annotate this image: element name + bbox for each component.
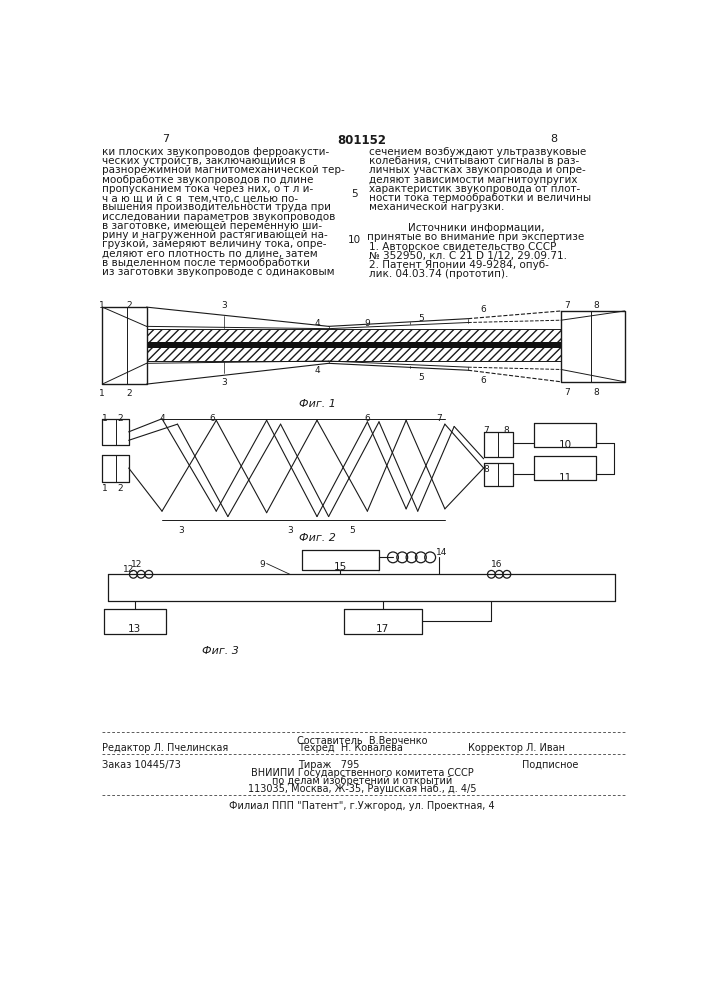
Bar: [146, 342, 561, 348]
Text: 9: 9: [259, 560, 264, 569]
Text: Составитель  В.Верченко: Составитель В.Верченко: [297, 736, 427, 746]
Text: сечением возбуждают ультразвуковые: сечением возбуждают ультразвуковые: [369, 147, 586, 157]
Text: 7: 7: [564, 301, 571, 310]
Text: 5: 5: [419, 314, 424, 323]
Text: в заготовке, имеющей переменную ши-: в заготовке, имеющей переменную ши-: [103, 221, 322, 231]
Text: 11: 11: [559, 473, 572, 483]
Text: Редактор Л. Пчелинская: Редактор Л. Пчелинская: [103, 743, 228, 753]
Text: из заготовки звукопроводе с одинаковым: из заготовки звукопроводе с одинаковым: [103, 267, 335, 277]
Text: лик. 04.03.74 (прототип).: лик. 04.03.74 (прототип).: [369, 269, 508, 279]
Text: в выделенном после термообработки: в выделенном после термообработки: [103, 258, 310, 268]
Text: 17: 17: [376, 624, 390, 634]
Text: характеристик звукопровода от плот-: характеристик звукопровода от плот-: [369, 184, 580, 194]
Text: 7: 7: [484, 426, 489, 435]
Text: 3: 3: [221, 378, 227, 387]
Text: 7: 7: [564, 388, 571, 397]
Text: личных участках звукопровода и опре-: личных участках звукопровода и опре-: [369, 165, 585, 175]
Text: 15: 15: [334, 562, 347, 572]
Text: 9: 9: [365, 319, 370, 328]
Text: Корректор Л. Иван: Корректор Л. Иван: [468, 743, 565, 753]
Text: принятые во внимание при экспертизе: принятые во внимание при экспертизе: [367, 232, 585, 242]
Text: 113035, Москва, Ж-35, Раушская наб., д. 4/5: 113035, Москва, Ж-35, Раушская наб., д. …: [247, 784, 477, 794]
Text: вышения производительности труда при: вышения производительности труда при: [103, 202, 332, 212]
Text: 6: 6: [365, 414, 370, 423]
Text: Филиал ППП "Патент", г.Ужгород, ул. Проектная, 4: Филиал ППП "Патент", г.Ужгород, ул. Прое…: [229, 801, 495, 811]
Text: 2: 2: [118, 414, 124, 423]
Text: механической нагрузки.: механической нагрузки.: [369, 202, 504, 212]
Text: 3: 3: [221, 301, 227, 310]
Text: Фиг. 2: Фиг. 2: [298, 533, 335, 543]
Text: 3: 3: [287, 526, 293, 535]
Text: 7: 7: [436, 414, 442, 423]
Text: мообработке звукопроводов по длине: мообработке звукопроводов по длине: [103, 175, 314, 185]
Text: 14: 14: [436, 548, 447, 557]
Text: 1: 1: [103, 484, 108, 493]
Text: деляют его плотность по длине, затем: деляют его плотность по длине, затем: [103, 249, 318, 259]
Text: Фиг. 1: Фиг. 1: [298, 399, 335, 409]
Text: 8: 8: [503, 426, 509, 435]
Text: 12: 12: [123, 565, 134, 574]
Text: 4: 4: [314, 319, 320, 328]
Text: 16: 16: [491, 560, 503, 569]
Text: ч а ю щ и й с я  тем,что,с целью по-: ч а ю щ и й с я тем,что,с целью по-: [103, 193, 298, 203]
Text: 6: 6: [209, 414, 215, 423]
Text: 2: 2: [126, 301, 132, 310]
Text: 801152: 801152: [337, 134, 387, 147]
Text: 8: 8: [593, 388, 599, 397]
Text: разнорежимной магнитомеханической тер-: разнорежимной магнитомеханической тер-: [103, 165, 345, 175]
Text: 6: 6: [481, 376, 486, 385]
Bar: [146, 329, 561, 361]
Text: 1: 1: [100, 301, 105, 310]
Text: колебания, считывают сигналы в раз-: колебания, считывают сигналы в раз-: [369, 156, 579, 166]
Text: Заказ 10445/73: Заказ 10445/73: [103, 760, 181, 770]
Text: 1. Авторское свидетельство СССР: 1. Авторское свидетельство СССР: [369, 242, 556, 252]
Text: 10: 10: [559, 440, 571, 450]
Text: Источники информации,: Источники информации,: [408, 223, 544, 233]
Text: № 352950, кл. С 21 D 1/12, 29.09.71.: № 352950, кл. С 21 D 1/12, 29.09.71.: [369, 251, 567, 261]
Text: 5: 5: [419, 373, 424, 382]
Text: Техред  Н. Ковалева: Техред Н. Ковалева: [298, 743, 402, 753]
Text: 5: 5: [349, 526, 355, 535]
Text: 8: 8: [593, 301, 599, 310]
Text: Тираж   795: Тираж 795: [298, 760, 359, 770]
Text: исследовании параметров звукопроводов: исследовании параметров звукопроводов: [103, 212, 336, 222]
Text: ности тока термообработки и величины: ности тока термообработки и величины: [369, 193, 591, 203]
Text: 8: 8: [484, 465, 489, 474]
Text: ки плоских звукопроводов ферроакусти-: ки плоских звукопроводов ферроакусти-: [103, 147, 329, 157]
Text: рину и нагруженной растягивающей на-: рину и нагруженной растягивающей на-: [103, 230, 328, 240]
Text: ВНИИПИ Государственного комитета СССР: ВНИИПИ Государственного комитета СССР: [250, 768, 473, 778]
Text: 5: 5: [351, 189, 358, 199]
Text: 1: 1: [100, 389, 105, 398]
Text: деляют зависимости магнитоупругих: деляют зависимости магнитоупругих: [369, 175, 578, 185]
Text: 13: 13: [128, 624, 141, 634]
Text: 4: 4: [159, 414, 165, 423]
Text: по делам изобретений и открытий: по делам изобретений и открытий: [271, 776, 452, 786]
Text: 2. Патент Японии 49-9284, опуб-: 2. Патент Японии 49-9284, опуб-: [369, 260, 549, 270]
Text: 7: 7: [163, 134, 170, 144]
Text: Фиг. 3: Фиг. 3: [201, 646, 238, 656]
Text: ческих устройств, заключающийся в: ческих устройств, заключающийся в: [103, 156, 306, 166]
Text: Подписное: Подписное: [522, 760, 579, 770]
Text: 8: 8: [550, 134, 557, 144]
Text: 10: 10: [348, 235, 361, 245]
Text: 12: 12: [131, 560, 142, 569]
Text: 6: 6: [481, 305, 486, 314]
Text: 2: 2: [126, 389, 132, 398]
Text: пропусканием тока через них, о т л и-: пропусканием тока через них, о т л и-: [103, 184, 314, 194]
Text: 2: 2: [118, 484, 124, 493]
Text: 1: 1: [103, 414, 108, 423]
Text: 3: 3: [178, 526, 185, 535]
Text: грузкой, замеряют величину тока, опре-: грузкой, замеряют величину тока, опре-: [103, 239, 327, 249]
Text: 4: 4: [314, 366, 320, 375]
